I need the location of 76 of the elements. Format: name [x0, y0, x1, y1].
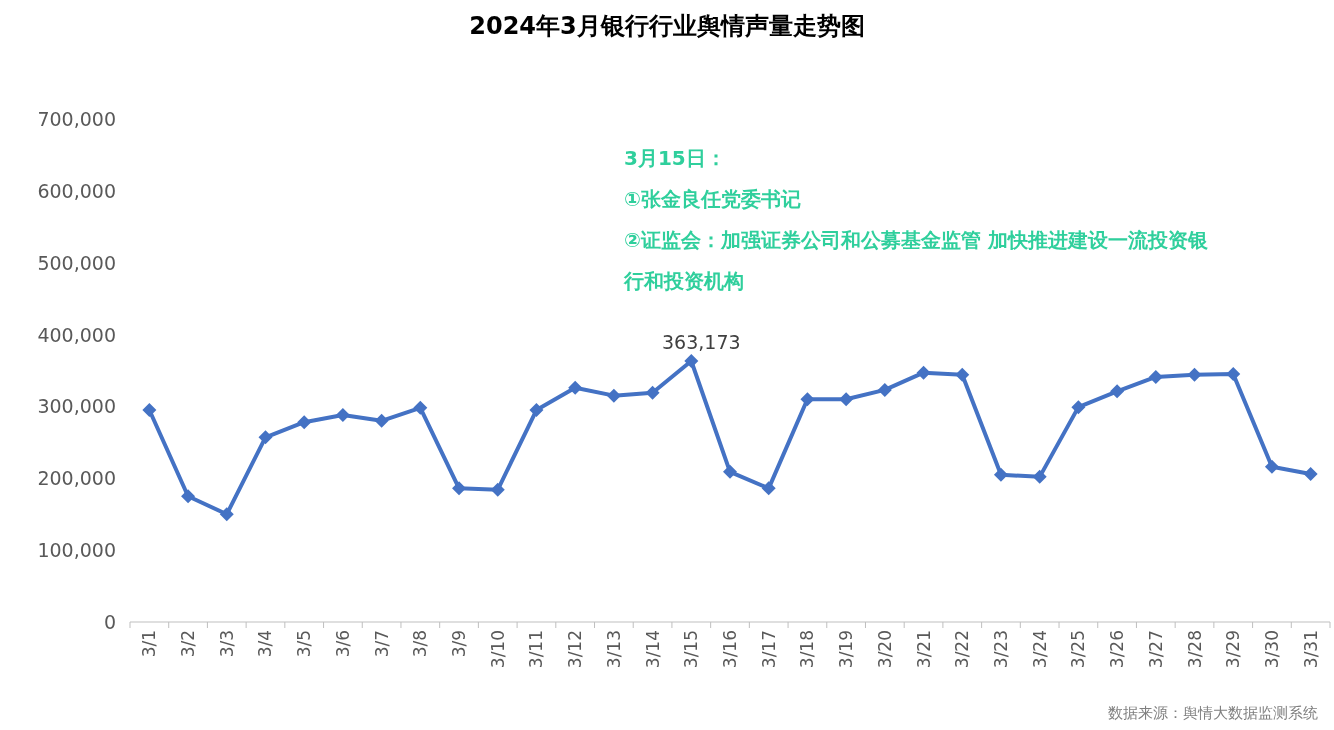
point [684, 354, 699, 369]
point [374, 413, 389, 428]
point [800, 392, 815, 407]
point [219, 507, 234, 522]
point [1110, 384, 1125, 399]
y-tick-label: 600,000 [37, 179, 116, 202]
point [452, 481, 467, 496]
x-tick-label: 3/8 [410, 630, 431, 658]
annotation: ②证监会：加强证券公司和公募基金监管 加快推进建设一流投资银行和投资机构 [623, 228, 1209, 293]
x-tick-label: 3/11 [526, 630, 547, 669]
x-tick-label: 3/2 [178, 630, 199, 658]
y-tick-label: 0 [103, 611, 116, 633]
x-tick-label: 3/14 [642, 630, 663, 669]
x-tick-label: 3/18 [797, 630, 818, 669]
x-tick-label: 3/30 [1261, 630, 1282, 669]
x-tick-label: 3/17 [758, 630, 779, 669]
x-tick-label: 3/26 [1107, 630, 1128, 669]
y-tick-label: 200,000 [37, 467, 116, 490]
y-tick-label: 700,000 [37, 108, 116, 130]
x-tick-label: 3/9 [449, 630, 470, 658]
point [645, 385, 660, 400]
annotation: ①张金良任党委书记 [624, 187, 801, 211]
x-tick-label: 3/25 [1068, 630, 1089, 669]
x-tick-label: 3/5 [294, 630, 315, 658]
y-tick-label: 400,000 [37, 323, 116, 346]
x-tick-label: 3/4 [255, 630, 276, 658]
x-tick-label: 3/29 [1223, 630, 1244, 669]
x-tick-label: 3/12 [565, 630, 586, 669]
x-tick-label: 3/27 [1145, 630, 1166, 669]
x-tick-label: 3/23 [990, 630, 1011, 669]
point [142, 403, 157, 418]
point [335, 408, 350, 423]
point [606, 388, 621, 403]
x-tick-label: 3/15 [681, 630, 702, 669]
y-tick-label: 100,000 [37, 539, 116, 562]
point [1226, 367, 1241, 382]
point [490, 482, 505, 497]
point [529, 403, 544, 418]
point [1071, 400, 1086, 415]
x-tick-label: 3/24 [1029, 630, 1050, 669]
point [1187, 367, 1202, 382]
x-tick-label: 3/19 [836, 630, 857, 669]
point [955, 367, 970, 382]
point [1148, 369, 1163, 384]
point [297, 415, 312, 430]
point [181, 489, 196, 504]
y-tick-label: 500,000 [37, 251, 116, 274]
x-tick-label: 3/6 [332, 630, 353, 658]
x-tick-label: 3/22 [952, 630, 973, 669]
x-tick-label: 3/16 [720, 630, 740, 669]
x-tick-label: 3/7 [371, 630, 392, 658]
x-tick-label: 3/31 [1300, 630, 1321, 669]
annotation: 3月15日： [624, 146, 726, 170]
x-tick-label: 3/10 [487, 630, 508, 669]
x-tick-label: 3/28 [1184, 630, 1205, 669]
point [877, 382, 892, 397]
source-note: 数据来源：舆情大数据监测系统 [1108, 704, 1318, 722]
point [568, 380, 583, 395]
point [413, 400, 428, 415]
point [839, 392, 854, 407]
point [1264, 459, 1279, 474]
x-tick-label: 3/3 [216, 630, 237, 658]
point [761, 481, 776, 496]
x-tick-label: 3/21 [913, 630, 934, 669]
chart-title: 2024年3月银行行业舆情声量走势图 [469, 12, 865, 40]
point [1032, 469, 1047, 484]
x-tick-label: 3/1 [139, 630, 160, 658]
point [1303, 466, 1318, 481]
x-tick-label: 3/20 [874, 630, 895, 669]
point [723, 464, 737, 479]
point [258, 430, 273, 445]
x-tick-label: 3/13 [603, 630, 624, 669]
point [916, 365, 931, 380]
point [993, 467, 1008, 482]
data-label: 363,173 [662, 331, 741, 354]
y-tick-label: 300,000 [37, 395, 116, 418]
